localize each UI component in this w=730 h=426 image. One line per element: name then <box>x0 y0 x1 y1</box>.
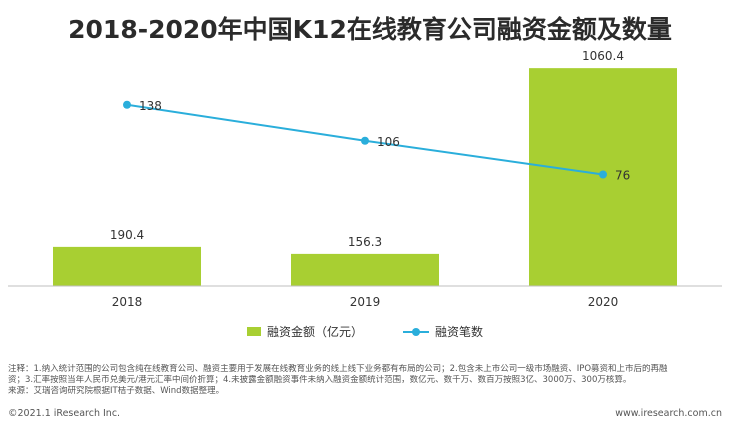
line-point-2020 <box>599 170 607 179</box>
chart-legend: 融资金额（亿元） 融资笔数 <box>0 323 730 340</box>
line-value-label-2018: 138 <box>139 99 162 113</box>
line-point-2018 <box>123 100 131 109</box>
bar-2019 <box>291 253 439 286</box>
footer-copyright: ©2021.1 iResearch Inc. <box>8 408 121 419</box>
chart-title: 2018-2020年中国K12在线教育公司融资金额及数量 <box>68 15 672 44</box>
line-point-2019 <box>361 136 369 145</box>
bar-value-label-2019: 156.3 <box>348 235 382 249</box>
legend-label-line: 融资笔数 <box>435 325 484 339</box>
combo-chart: 190.4 2018 156.3 2019 1060.4 2020 138 106 76 <box>8 49 722 309</box>
legend-item-line: 融资笔数 <box>403 323 483 340</box>
line-value-label-2019: 106 <box>377 135 400 149</box>
note-line-2: 资；3.汇率按照当年人民币兑美元/港元汇率中间价折算；4.未披露金额融资事件未纳… <box>8 375 632 385</box>
legend-swatch-line <box>403 327 429 336</box>
x-tick-label-2019: 2019 <box>350 295 381 309</box>
line-value-label-2020: 76 <box>615 169 630 183</box>
legend-swatch-bar <box>246 327 261 336</box>
notes: 注释：1.纳入统计范围的公司包含纯在线教育公司、融资主要用于发展在线教育业务的线… <box>8 364 720 397</box>
note-line-1: 注释：1.纳入统计范围的公司包含纯在线教育公司、融资主要用于发展在线教育业务的线… <box>8 364 668 374</box>
legend-label-bar: 融资金额（亿元） <box>266 325 363 339</box>
bar-2018 <box>53 246 201 286</box>
legend-item-bar: 融资金额（亿元） <box>246 323 363 340</box>
footer-url: www.iresearch.com.cn <box>615 408 722 419</box>
footer: ©2021.1 iResearch Inc. www.iresearch.com… <box>8 408 722 419</box>
x-tick-label-2018: 2018 <box>112 295 143 309</box>
bar-value-label-2020: 1060.4 <box>582 49 624 63</box>
bar-value-label-2018: 190.4 <box>110 228 144 242</box>
x-tick-label-2020: 2020 <box>588 295 619 309</box>
note-line-3: 来源：艾瑞咨询研究院根据IT桔子数据、Wind数据整理。 <box>8 386 225 396</box>
